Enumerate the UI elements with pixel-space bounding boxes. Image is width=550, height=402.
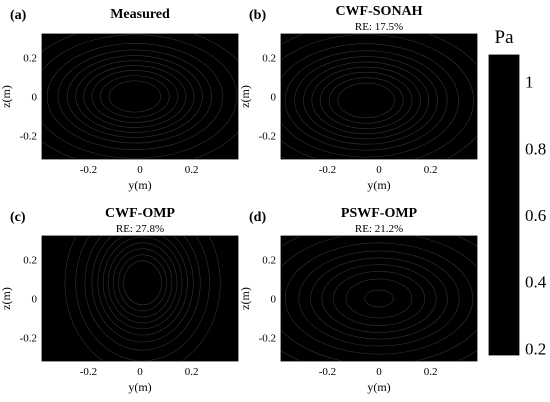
y-tick-label: 0.2 — [23, 254, 37, 266]
colorbar-gradient — [488, 54, 520, 356]
contour-band — [337, 82, 395, 119]
panel-1: -0.2 0 0.2 0.2 0 -0.2 y(m) z(m) (a) Measured — [0, 7, 239, 192]
panel-label: (a) — [10, 8, 27, 23]
contour-band — [108, 80, 161, 113]
y-tick-label: -0.2 — [259, 333, 276, 345]
x-tick-label: 0 — [137, 366, 143, 378]
x-tick-label: -0.2 — [319, 164, 336, 176]
y-axis-label: z(m) — [0, 85, 13, 108]
y-tick-label: 0 — [271, 294, 277, 306]
x-axis-label: y(m) — [128, 380, 151, 394]
y-axis-label: z(m) — [238, 85, 252, 108]
colorbar-label: Pa — [495, 27, 515, 48]
x-tick-label: -0.2 — [319, 366, 336, 378]
contour-band — [123, 260, 162, 306]
y-tick-label: 0 — [271, 92, 277, 104]
panel-title: CWF-OMP — [105, 206, 175, 221]
x-tick-label: 0.2 — [424, 164, 438, 176]
x-tick-label: -0.2 — [80, 164, 97, 176]
x-axis-label: y(m) — [367, 178, 390, 192]
y-tick-label: 0 — [32, 294, 38, 306]
y-axis-label: z(m) — [238, 287, 252, 310]
panel-label: (c) — [10, 210, 26, 225]
y-tick-label: 0 — [32, 92, 38, 104]
y-tick-label: 0.2 — [262, 52, 276, 64]
panel-title: Measured — [110, 7, 170, 22]
contour-band — [364, 289, 394, 308]
y-tick-label: 0.2 — [262, 254, 276, 266]
y-tick-label: 0.2 — [23, 52, 37, 64]
x-axis-label: y(m) — [367, 380, 390, 394]
panel-subtitle: RE: 21.2% — [355, 223, 403, 235]
x-axis-label: y(m) — [128, 178, 151, 192]
colorbar-tick-label: 1 — [525, 73, 534, 92]
panel-label: (d) — [249, 210, 266, 225]
x-tick-label: 0 — [376, 164, 382, 176]
y-tick-label: -0.2 — [20, 333, 37, 345]
y-tick-label: -0.2 — [20, 131, 37, 143]
panel-subtitle: RE: 27.8% — [116, 223, 164, 235]
panel-label: (b) — [249, 8, 266, 23]
x-tick-label: 0 — [376, 366, 382, 378]
x-tick-label: -0.2 — [80, 366, 97, 378]
x-tick-label: 0.2 — [185, 366, 199, 378]
colorbar-tick-label: 0.4 — [525, 273, 547, 292]
panel-4: -0.2 0 0.2 0.2 0 -0.2 y(m) z(m) (d) PSWF-OMP RE: 2… — [238, 206, 478, 394]
panel-title: PSWF-OMP — [341, 206, 418, 221]
x-tick-label: 0 — [137, 164, 143, 176]
panel-2: -0.2 0 0.2 0.2 0 -0.2 y(m) z(m) (b) CWF-SONAH RE: … — [238, 4, 478, 192]
x-tick-label: 0.2 — [424, 366, 438, 378]
colorbar: 1 0.8 0.6 0.4 0.2 Pa — [488, 27, 547, 358]
colorbar-tick-label: 0.8 — [525, 139, 546, 158]
panel-3: -0.2 0 0.2 0.2 0 -0.2 y(m) z(m) (c) CWF-OMP RE: 27… — [0, 206, 239, 394]
colorbar-tick-label: 0.6 — [525, 206, 546, 225]
colorbar-tick-label: 0.2 — [525, 339, 546, 358]
y-axis-label: z(m) — [0, 287, 13, 310]
panel-subtitle: RE: 17.5% — [355, 21, 403, 33]
panel-title: CWF-SONAH — [335, 4, 422, 19]
y-tick-label: -0.2 — [259, 131, 276, 143]
x-tick-label: 0.2 — [185, 164, 199, 176]
